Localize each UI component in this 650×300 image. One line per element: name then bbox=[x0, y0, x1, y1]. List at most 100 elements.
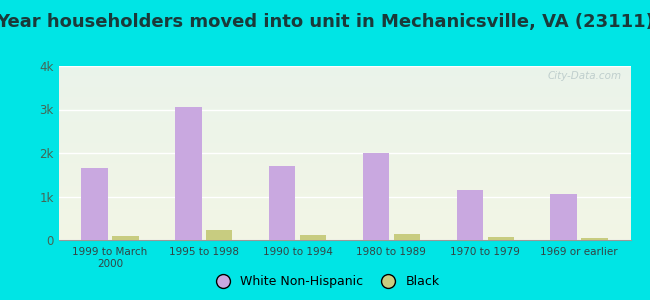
Bar bbox=[58, 223, 630, 224]
Bar bbox=[58, 134, 630, 136]
Text: City-Data.com: City-Data.com bbox=[548, 71, 622, 81]
Bar bbox=[58, 236, 630, 238]
Bar bbox=[58, 191, 630, 193]
Bar bbox=[58, 186, 630, 188]
Bar bbox=[58, 148, 630, 149]
Bar bbox=[206, 230, 233, 240]
Bar bbox=[58, 78, 630, 80]
Bar bbox=[58, 169, 630, 170]
Bar bbox=[58, 164, 630, 165]
Bar bbox=[58, 172, 630, 174]
Bar bbox=[58, 216, 630, 218]
Bar bbox=[58, 158, 630, 160]
Bar bbox=[58, 190, 630, 191]
Bar bbox=[58, 157, 630, 158]
Bar bbox=[58, 203, 630, 205]
Bar bbox=[58, 235, 630, 236]
Bar bbox=[58, 202, 630, 203]
Bar bbox=[58, 167, 630, 169]
Text: Year householders moved into unit in Mechanicsville, VA (23111): Year householders moved into unit in Mec… bbox=[0, 14, 650, 32]
Bar bbox=[58, 176, 630, 177]
Bar bbox=[456, 190, 483, 240]
Bar bbox=[112, 236, 138, 240]
Bar bbox=[58, 153, 630, 155]
Bar bbox=[58, 144, 630, 146]
Bar bbox=[58, 130, 630, 132]
Bar bbox=[58, 146, 630, 148]
Bar bbox=[58, 221, 630, 223]
Bar bbox=[58, 219, 630, 221]
Bar bbox=[58, 151, 630, 153]
Bar bbox=[58, 108, 630, 109]
Bar bbox=[58, 224, 630, 226]
Bar bbox=[58, 75, 630, 76]
Bar bbox=[58, 160, 630, 162]
Bar bbox=[58, 116, 630, 118]
Bar bbox=[58, 132, 630, 134]
Bar bbox=[58, 101, 630, 103]
Bar bbox=[58, 70, 630, 71]
Bar bbox=[58, 205, 630, 207]
Bar bbox=[58, 212, 630, 214]
Bar bbox=[58, 165, 630, 167]
Bar bbox=[58, 174, 630, 176]
Bar bbox=[551, 194, 577, 240]
Bar bbox=[58, 200, 630, 202]
Bar bbox=[58, 231, 630, 233]
Bar bbox=[363, 153, 389, 240]
Bar bbox=[58, 97, 630, 99]
Bar bbox=[58, 141, 630, 142]
Bar bbox=[58, 68, 630, 70]
Bar bbox=[58, 111, 630, 113]
Bar bbox=[58, 123, 630, 125]
Bar bbox=[58, 76, 630, 78]
Bar bbox=[58, 238, 630, 240]
Bar bbox=[269, 166, 295, 240]
Bar bbox=[58, 195, 630, 197]
Bar bbox=[58, 162, 630, 164]
Bar bbox=[58, 184, 630, 186]
Bar bbox=[58, 96, 630, 97]
Bar bbox=[58, 170, 630, 172]
Bar bbox=[58, 90, 630, 92]
Bar bbox=[58, 99, 630, 101]
Bar bbox=[58, 136, 630, 137]
Bar bbox=[58, 179, 630, 181]
Bar bbox=[58, 125, 630, 127]
Bar bbox=[58, 137, 630, 139]
Bar bbox=[58, 196, 630, 198]
Bar bbox=[58, 228, 630, 230]
Bar bbox=[58, 115, 630, 116]
Bar bbox=[58, 94, 630, 96]
Bar bbox=[58, 103, 630, 104]
Bar bbox=[58, 106, 630, 108]
Bar bbox=[58, 207, 630, 209]
Bar bbox=[58, 122, 630, 123]
Bar bbox=[394, 234, 420, 240]
Bar bbox=[58, 155, 630, 157]
Bar bbox=[58, 80, 630, 82]
Bar bbox=[58, 188, 630, 190]
Bar bbox=[58, 226, 630, 228]
Bar bbox=[58, 73, 630, 75]
Bar bbox=[58, 129, 630, 130]
Bar bbox=[488, 237, 514, 240]
Bar bbox=[58, 118, 630, 120]
Bar bbox=[58, 210, 630, 212]
Bar bbox=[58, 92, 630, 94]
Bar bbox=[58, 87, 630, 88]
Bar bbox=[176, 107, 202, 240]
Bar bbox=[58, 183, 630, 184]
Bar bbox=[58, 198, 630, 200]
Bar bbox=[58, 120, 630, 122]
Bar bbox=[58, 88, 630, 90]
Bar bbox=[58, 139, 630, 141]
Bar bbox=[58, 230, 630, 231]
Bar bbox=[58, 209, 630, 210]
Bar bbox=[58, 233, 630, 235]
Bar bbox=[58, 181, 630, 183]
Legend: White Non-Hispanic, Black: White Non-Hispanic, Black bbox=[207, 273, 443, 291]
Bar bbox=[58, 127, 630, 129]
Bar bbox=[581, 238, 608, 240]
Bar bbox=[58, 85, 630, 87]
